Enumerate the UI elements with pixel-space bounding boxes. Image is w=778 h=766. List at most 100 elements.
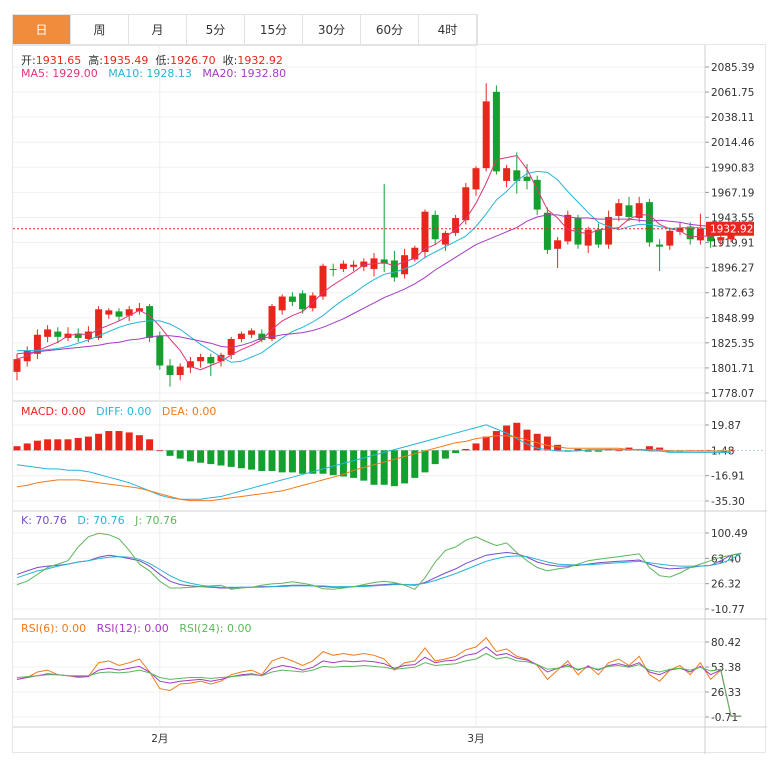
d-line bbox=[16, 552, 742, 588]
rsi-info: RSI(6): 0.00 RSI(12): 0.00 RSI(24): 0.00 bbox=[21, 622, 251, 635]
macd-bar bbox=[207, 450, 215, 465]
macd-legend: MACD: 0.00 bbox=[21, 405, 86, 418]
candle-up bbox=[635, 203, 643, 219]
candle-down bbox=[594, 229, 602, 245]
k-legend: K: 70.76 bbox=[21, 514, 67, 527]
kdj-tick-label: 26.32 bbox=[711, 579, 741, 591]
candle-down bbox=[686, 226, 694, 240]
macd-bar bbox=[441, 450, 449, 459]
macd-bar bbox=[115, 431, 123, 451]
price-tick-label: 2085.39 bbox=[711, 62, 754, 74]
j-legend: J: 70.76 bbox=[135, 514, 178, 527]
diff-line bbox=[16, 424, 731, 500]
macd-bar bbox=[84, 436, 92, 451]
x-tick-label: 2月 bbox=[151, 733, 168, 745]
candle-down bbox=[299, 293, 307, 310]
tab-3[interactable]: 5分 bbox=[187, 15, 245, 45]
candle-up bbox=[421, 211, 429, 252]
ma10-legend: MA10: 1928.13 bbox=[108, 67, 192, 80]
macd-bar bbox=[574, 448, 582, 451]
price-tick-label: 1801.71 bbox=[711, 363, 754, 375]
candle-up bbox=[554, 240, 562, 249]
k-line bbox=[16, 551, 742, 589]
macd-bar bbox=[370, 450, 378, 485]
high-value: 1935.49 bbox=[102, 54, 149, 67]
open-value: 1931.65 bbox=[35, 54, 82, 67]
macd-bar bbox=[23, 443, 31, 451]
macd-bar bbox=[401, 450, 409, 484]
tab-4[interactable]: 15分 bbox=[245, 15, 303, 45]
candle-up bbox=[176, 366, 184, 376]
macd-tick-label: -16.91 bbox=[711, 471, 745, 483]
macd-bar bbox=[350, 450, 358, 478]
macd-bar bbox=[176, 450, 184, 459]
macd-bar bbox=[227, 450, 235, 467]
macd-bar bbox=[105, 431, 113, 451]
macd-bar bbox=[554, 444, 562, 451]
candle-up bbox=[105, 310, 113, 315]
tab-5[interactable]: 30分 bbox=[303, 15, 361, 45]
candle-down bbox=[166, 365, 174, 376]
candle-up bbox=[248, 330, 256, 335]
macd-bar bbox=[54, 439, 62, 451]
candle-up bbox=[350, 264, 358, 267]
dea-line bbox=[16, 435, 731, 502]
candle-up bbox=[411, 247, 419, 260]
candle-up bbox=[503, 168, 511, 181]
candle-down bbox=[533, 179, 541, 210]
kdj-tick-label: -10.77 bbox=[711, 604, 745, 616]
tab-1[interactable]: 周 bbox=[71, 15, 129, 45]
macd-bar bbox=[146, 439, 154, 451]
macd-bar bbox=[319, 450, 327, 474]
macd-bar bbox=[390, 450, 398, 487]
macd-info: MACD: 0.00 DIFF: 0.00 DEA: 0.00 bbox=[21, 405, 216, 418]
candle-up bbox=[197, 357, 205, 362]
price-tick-label: 1848.99 bbox=[711, 313, 754, 325]
price-tick-label: 1825.35 bbox=[711, 338, 754, 350]
macd-bar bbox=[472, 443, 480, 451]
macd-bar bbox=[268, 450, 276, 471]
macd-bar bbox=[656, 447, 664, 451]
candle-up bbox=[319, 265, 327, 297]
macd-bar bbox=[95, 433, 103, 451]
candle-up bbox=[401, 255, 409, 275]
low-value: 1926.70 bbox=[170, 54, 216, 67]
kdj-info: K: 70.76 D: 70.76 J: 70.76 bbox=[21, 514, 177, 527]
candle-down bbox=[523, 176, 531, 181]
macd-bar bbox=[492, 431, 500, 451]
close-value: 1932.92 bbox=[237, 54, 283, 67]
tab-0[interactable]: 日 bbox=[13, 15, 71, 45]
last-price-tag bbox=[706, 221, 754, 236]
candle-up bbox=[95, 309, 103, 338]
macd-bar bbox=[44, 439, 52, 451]
candle-up bbox=[605, 216, 613, 245]
macd-bar bbox=[584, 450, 592, 452]
candle-down bbox=[207, 357, 215, 364]
candle-up bbox=[339, 263, 347, 269]
candle-up bbox=[462, 187, 470, 221]
macd-bar bbox=[74, 437, 82, 451]
macd-tick-label: -35.30 bbox=[711, 496, 745, 508]
candle-down bbox=[431, 214, 439, 240]
tab-2[interactable]: 月 bbox=[129, 15, 187, 45]
candle-up bbox=[472, 168, 480, 190]
tab-7[interactable]: 4时 bbox=[419, 15, 477, 45]
macd-bar bbox=[13, 446, 21, 451]
tab-6[interactable]: 60分 bbox=[361, 15, 419, 45]
candle-up bbox=[564, 214, 572, 242]
candle-down bbox=[645, 202, 653, 243]
macd-bar bbox=[278, 450, 286, 473]
candle-up bbox=[125, 309, 133, 316]
macd-bar bbox=[380, 450, 388, 485]
macd-bar bbox=[258, 450, 266, 471]
rsi12-line bbox=[16, 646, 742, 717]
candle-up bbox=[13, 359, 21, 372]
candle-up bbox=[268, 306, 276, 339]
high-label: 高: bbox=[88, 54, 103, 67]
candle-up bbox=[441, 232, 449, 245]
kline-chart[interactable]: 2月3月4月2085.392061.752038.112014.461990.8… bbox=[13, 45, 767, 754]
macd-bar bbox=[360, 450, 368, 481]
rsi-tick-label: 80.42 bbox=[711, 637, 741, 649]
price-tick-label: 1778.07 bbox=[711, 388, 754, 400]
macd-bar bbox=[645, 446, 653, 451]
